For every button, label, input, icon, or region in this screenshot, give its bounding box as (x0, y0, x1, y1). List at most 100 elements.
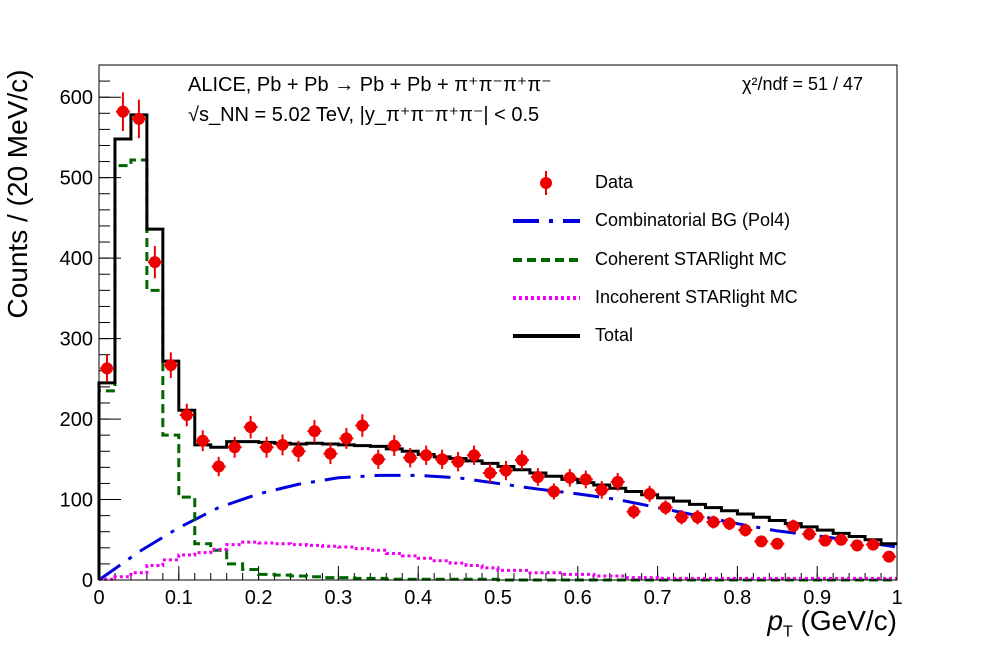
data-point (515, 454, 528, 467)
data-point (627, 505, 640, 518)
x-tick-label: 0 (93, 587, 104, 609)
x-tick-label: 0.1 (165, 587, 193, 609)
data-point (132, 112, 145, 125)
data-point (691, 511, 704, 524)
y-tick-label: 300 (60, 329, 93, 351)
data-point (244, 421, 257, 434)
y-tick-label: 600 (60, 87, 93, 109)
data-point (643, 487, 656, 500)
data-point (835, 533, 848, 546)
x-tick-label: 0.4 (404, 587, 432, 609)
y-tick-label: 400 (60, 248, 93, 270)
x-tick-label: 0.9 (803, 587, 831, 609)
y-tick-label: 100 (60, 490, 93, 512)
data-point (436, 453, 449, 466)
data-point (276, 438, 289, 451)
data-point (228, 441, 241, 454)
plot-frame (98, 64, 898, 581)
legend-symbols (513, 171, 580, 338)
data-point (851, 539, 864, 552)
data-point (372, 453, 385, 466)
y-axis-title-text: Counts / (20 MeV/c) (2, 69, 33, 319)
legend-label-data: Data (595, 172, 633, 193)
x-tick-label: 0.8 (723, 587, 751, 609)
data-point (755, 535, 768, 548)
x-tick-label: 0.3 (324, 587, 352, 609)
legend-label-incoherent: Incoherent STARlight MC (595, 287, 798, 308)
x-axis-title-unit: (GeV/c) (800, 605, 897, 636)
legend-total-text: Total (595, 325, 634, 345)
legend-label-bg: Combinatorial BG (Pol4) (595, 210, 790, 231)
y-tick-label: 0 (82, 570, 93, 592)
data-point (707, 516, 720, 529)
data-point (324, 447, 337, 460)
data-point (867, 538, 880, 551)
x-tick-label: 0.6 (564, 587, 592, 609)
axis-ticks-group: 0 0.1 0.2 0.3 0.4 0.5 0.6 0.7 0.8 0.9 1 0 100 200 300 4… (60, 64, 903, 609)
y-tick-label: 500 (60, 168, 93, 190)
data-point (675, 511, 688, 524)
data-point (883, 550, 896, 563)
legend-data-text: Data (595, 172, 634, 192)
data-point (356, 419, 369, 432)
data-point (260, 441, 273, 454)
data-point (388, 439, 401, 452)
data-point (723, 517, 736, 530)
process-label-text: ALICE, Pb + Pb → Pb + Pb + π⁺π⁻π⁺π⁻ (188, 74, 552, 96)
chi2-label: χ²/ndf = 51 / 47 (742, 74, 863, 95)
legend-label-total: Total (595, 325, 633, 346)
data-point (116, 105, 129, 118)
data-point (468, 449, 481, 462)
x-tick-label: 1 (891, 587, 902, 609)
x-tick-label: 0.5 (484, 587, 512, 609)
data-point (100, 362, 113, 375)
data-point (595, 483, 608, 496)
data-point (420, 449, 433, 462)
legend-coherent-text: Coherent STARlight MC (595, 249, 787, 269)
x-axis-title-sub: T (782, 623, 793, 641)
data-point (148, 256, 161, 269)
data-point (531, 471, 544, 483)
data-point (739, 524, 752, 537)
data-point (499, 464, 512, 477)
data-point (803, 528, 816, 541)
energy-label: √s_NN = 5.02 TeV, |y_π⁺π⁻π⁺π⁻| < 0.5 (188, 102, 539, 127)
x-axis-title-main: p (767, 605, 783, 636)
x-axis-title: pT (GeV/c) (767, 605, 897, 642)
data-point (611, 475, 624, 488)
data-point (484, 466, 497, 479)
chi2-label-text: χ²/ndf = 51 / 47 (742, 74, 864, 94)
x-tick-label: 0.2 (245, 587, 273, 609)
y-axis-title: Counts / (20 MeV/c) (2, 44, 34, 344)
process-label: ALICE, Pb + Pb → Pb + Pb + π⁺π⁻π⁺π⁻ (188, 72, 552, 97)
data-point (787, 520, 800, 533)
data-point (771, 537, 784, 550)
legend-label-coherent: Coherent STARlight MC (595, 249, 787, 270)
x-tick-label: 0.7 (644, 587, 672, 609)
data-point (164, 359, 177, 372)
data-point (659, 501, 672, 514)
data-point (404, 451, 417, 464)
data-point (563, 471, 576, 484)
data-point (452, 455, 465, 468)
series-line-total (97, 113, 897, 580)
legend-symbol-data-point (540, 177, 552, 189)
y-tick-label: 200 (60, 409, 93, 431)
data-point (180, 409, 193, 422)
data-point (340, 432, 353, 445)
data-point (308, 425, 321, 438)
series-line-incoherent-starlight-mc (97, 540, 897, 581)
data-point (292, 445, 305, 458)
legend-bg-text: Combinatorial BG (Pol4) (595, 210, 791, 230)
data-point (819, 534, 832, 547)
series-group (97, 113, 898, 582)
legend-incoherent-text: Incoherent STARlight MC (595, 287, 798, 307)
series-line-combinatorial-bg-pol4- (98, 473, 898, 582)
data-point (212, 460, 225, 473)
energy-label-text: √s_NN = 5.02 TeV, |y_π⁺π⁻π⁺π⁻| < 0.5 (188, 104, 540, 126)
data-point (547, 485, 560, 498)
data-points-group (99, 92, 897, 563)
data-point (579, 473, 592, 486)
data-point (196, 434, 209, 447)
